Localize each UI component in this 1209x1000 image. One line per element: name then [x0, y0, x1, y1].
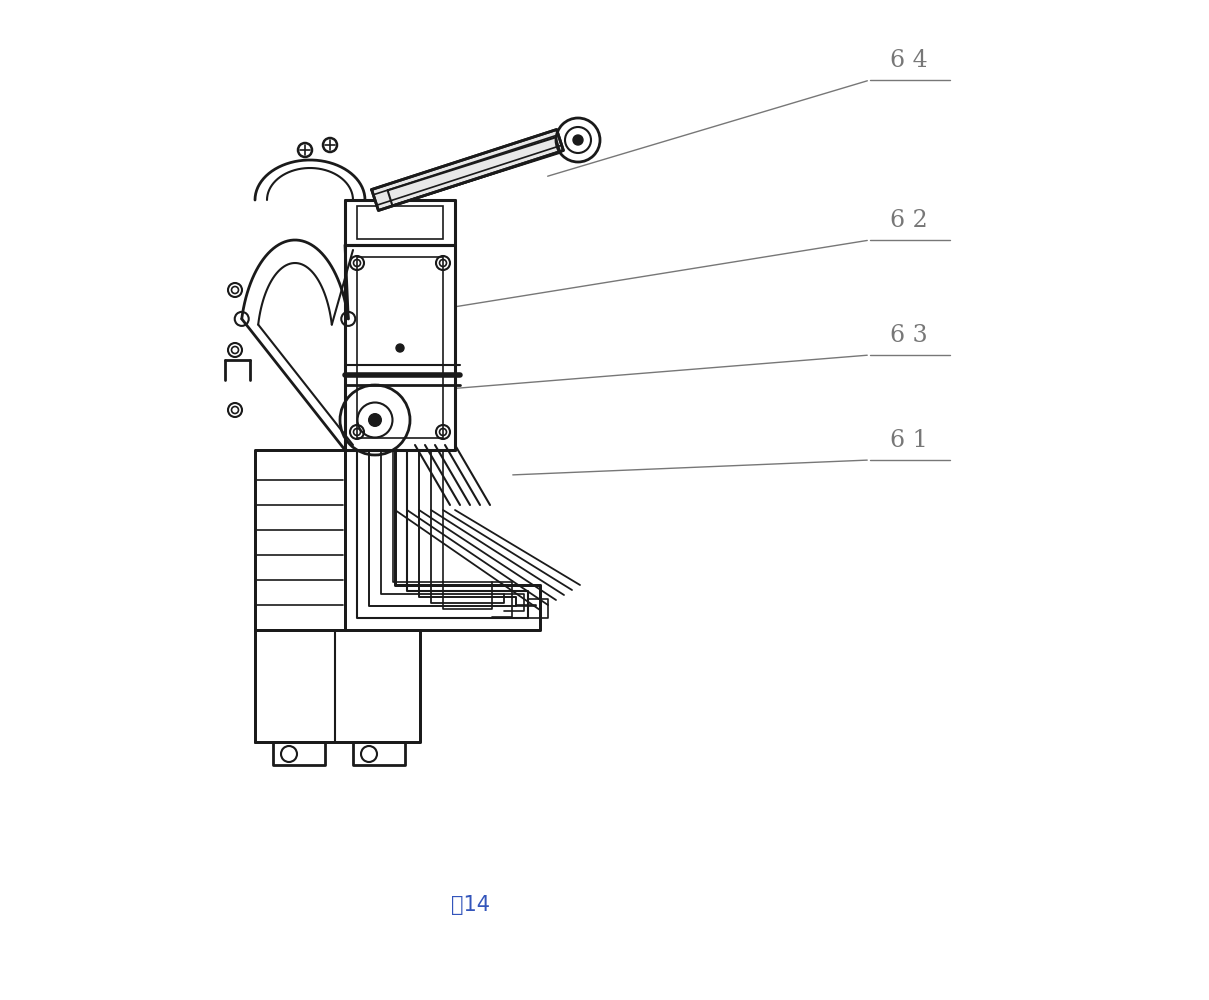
- Text: 6 3: 6 3: [890, 324, 927, 347]
- Circle shape: [369, 414, 381, 426]
- Polygon shape: [255, 630, 420, 742]
- Polygon shape: [345, 245, 455, 450]
- Polygon shape: [273, 742, 325, 765]
- Polygon shape: [353, 742, 405, 765]
- Text: 6 1: 6 1: [890, 429, 927, 452]
- Polygon shape: [255, 450, 345, 630]
- Bar: [357, 206, 442, 239]
- Polygon shape: [371, 130, 563, 210]
- Polygon shape: [345, 200, 455, 245]
- Circle shape: [397, 344, 404, 352]
- Polygon shape: [345, 445, 540, 630]
- Text: 图14: 图14: [451, 895, 490, 915]
- Text: 6 4: 6 4: [890, 49, 927, 72]
- Circle shape: [573, 135, 583, 145]
- Bar: [357, 257, 442, 438]
- Text: 6 2: 6 2: [890, 209, 927, 232]
